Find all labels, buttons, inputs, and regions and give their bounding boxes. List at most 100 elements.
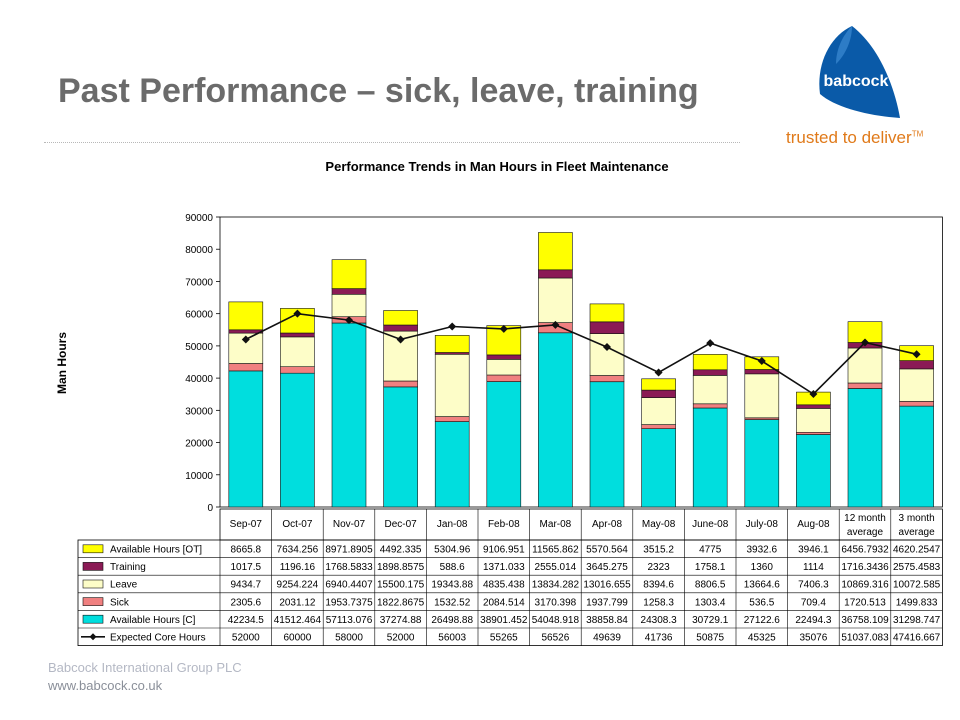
line-expected-core-hours [245,312,917,396]
bar-sick [228,363,264,372]
x-category-label: Jan-08 [437,519,468,530]
table-value-training: 2323 [647,562,670,573]
table-value-available-hours-c: 54048.918 [532,615,580,626]
table-value-available-hours-ot: 3515.2 [643,545,674,556]
point-expected-core-hours [241,335,250,344]
table-value-available-hours-ot: 5570.564 [586,545,628,556]
bar-training [383,324,418,332]
bar-leave [434,353,470,417]
table-value-training: 1716.3436 [841,562,889,573]
bar-sick [692,403,728,409]
bar-leave [280,336,315,367]
bar-training [486,354,522,360]
table-value-sick: 2305.6 [231,597,262,608]
y-tick-label: 50000 [185,342,213,353]
bar-leave [899,368,934,402]
table-value-expected-core-hours: 51037.083 [841,633,889,644]
expected-core-hours-line [241,309,921,398]
table-value-training: 1114 [803,562,824,573]
y-axis-label: Man Hours [55,332,69,394]
table-value-available-hours-ot: 4775 [699,545,722,556]
point-expected-core-hours [706,339,715,348]
bar-available-hours-c [538,332,573,508]
legend-label-available-hours-ot: Available Hours [OT] [110,545,202,556]
table-value-leave: 13834.282 [532,580,580,591]
table-value-training: 1768.5833 [325,562,373,573]
bar-available-hours-c [744,419,780,508]
bar-sick [434,416,470,422]
bar-available-hours-ot [434,335,470,353]
bar-available-hours-c [899,405,934,508]
table-value-leave: 8394.6 [643,580,674,591]
bar-sick [486,374,522,382]
table-value-training: 2555.014 [535,562,577,573]
bar-available-hours-c [641,428,676,508]
legend-swatch-available-hours-c [82,614,104,624]
point-expected-core-hours [293,309,302,318]
table-value-available-hours-c: 41512.464 [274,615,322,626]
table-value-training: 1758.1 [695,562,726,573]
bar-training [692,369,728,376]
x-category-label: Dec-07 [384,519,417,530]
x-category-label: average [847,527,884,538]
table-value-available-hours-ot: 6456.7932 [841,545,889,556]
bar-available-hours-ot [331,259,367,289]
bar-training [641,389,676,398]
table-value-expected-core-hours: 50875 [696,633,724,644]
y-axis-ticks: 0 10000 20000 30000 40000 50000 60000 70000 8000… [185,213,943,514]
bar-available-hours-c [228,370,264,508]
x-category-label: Aug-08 [797,519,830,530]
y-tick-label: 60000 [185,310,213,321]
table-value-training: 2575.4583 [893,562,941,573]
bar-training [796,404,831,409]
x-category-label: July-08 [746,519,779,530]
y-tick-label: 20000 [185,439,213,450]
point-expected-core-hours [448,322,457,331]
bar-available-hours-ot [589,303,625,323]
table-value-sick: 1258.3 [643,597,674,608]
table-value-sick: 709.4 [801,597,826,608]
table-value-available-hours-ot: 11565.862 [532,545,579,556]
table-value-sick: 1532.52 [434,597,471,608]
x-category-label: June-08 [692,519,729,530]
table-value-leave: 4835.438 [483,580,525,591]
table-value-available-hours-c: 42234.5 [228,615,265,626]
table-value-expected-core-hours: 52000 [232,633,260,644]
bar-sick [847,382,883,389]
y-tick-label: 80000 [185,245,213,256]
point-expected-core-hours [809,389,818,398]
bar-sick [589,375,625,382]
table-value-available-hours-ot: 9106.951 [483,545,525,556]
table-value-training: 1360 [751,562,774,573]
table-value-leave: 10869.316 [841,580,889,591]
table-value-leave: 8806.5 [695,580,726,591]
table-value-expected-core-hours: 58000 [335,633,363,644]
table-value-available-hours-ot: 4620.2547 [893,545,941,556]
table-value-available-hours-c: 24308.3 [641,615,678,626]
legend-swatch-sick [82,597,104,606]
bar-available-hours-ot [692,354,728,371]
table-value-sick: 1720.513 [844,597,886,608]
y-tick-label: 40000 [185,374,213,385]
table-value-expected-core-hours: 56526 [541,633,569,644]
bar-available-hours-ot [641,378,676,391]
table-value-available-hours-ot: 7634.256 [277,545,319,556]
x-category-label: Apr-08 [592,519,622,530]
legend-label-sick: Sick [110,597,130,608]
x-category-label: Nov-07 [333,519,366,530]
table-value-available-hours-c: 38858.84 [586,615,628,626]
title-divider [44,142,740,143]
point-expected-core-hours [912,350,921,359]
y-tick-label: 30000 [185,406,213,417]
x-category-label: May-08 [642,519,676,530]
plot-frame [219,216,943,508]
table-value-training: 1371.033 [483,562,525,573]
bar-leave [538,277,573,323]
table-value-available-hours-c: 26498.88 [431,615,473,626]
table-value-available-hours-ot: 8971.8905 [325,545,373,556]
point-expected-core-hours [551,320,560,329]
table-value-sick: 1499.833 [896,597,938,608]
bar-training [331,288,367,295]
table-value-expected-core-hours: 55265 [490,633,518,644]
table-value-training: 1898.8575 [377,562,425,573]
